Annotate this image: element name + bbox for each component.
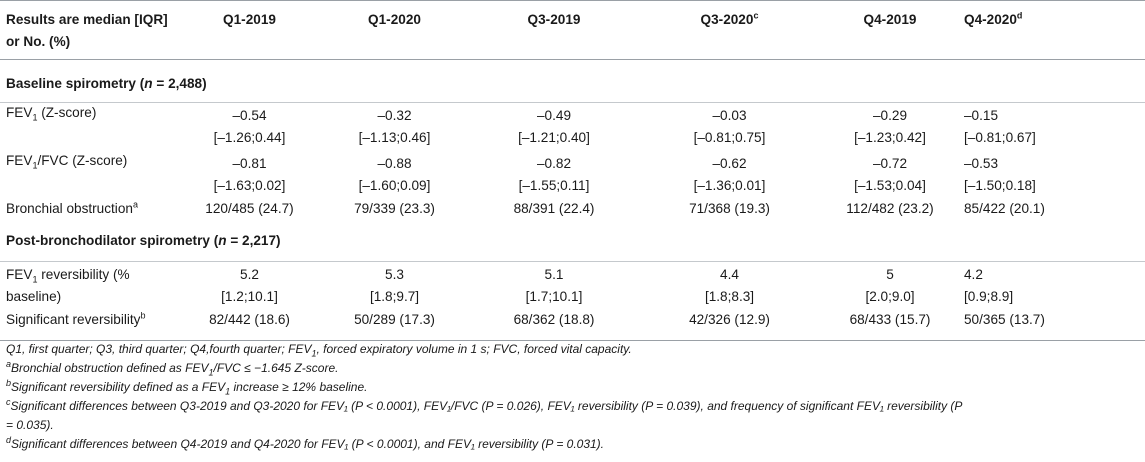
table-cell: 50/289 (17.3) <box>322 310 467 341</box>
table-cell: 112/482 (23.2) <box>846 201 934 216</box>
table-cell: –0.03 [–0.81;0.75] <box>641 102 818 151</box>
section-baseline: Baseline spirometry (n = 2,488) <box>0 60 1145 103</box>
table-cell: 4.2 [0.9;8.9] <box>962 261 1145 310</box>
table-cell: 4.4 [1.8;8.3] <box>641 261 818 310</box>
header-col-q3-2019: Q3-2019 <box>467 0 641 60</box>
table-cell: 50/365 (13.7) <box>962 310 1145 341</box>
section-post: Post-bronchodilator spirometry (n = 2,21… <box>0 229 1145 262</box>
row-label-obstruction: Bronchial obstructiona <box>6 199 138 216</box>
table-cell: 5.2 [1.2;10.1] <box>177 261 322 310</box>
table-cell: –0.32 [–1.13;0.46] <box>322 102 467 151</box>
table-cell: 68/362 (18.8) <box>467 310 641 341</box>
row-label-significant: Significant reversibilityb <box>0 310 177 341</box>
table-cell: –0.62 [–1.36;0.01] <box>693 156 766 193</box>
table-footnotes: Q1, first quarter; Q3, third quarter; Q4… <box>6 340 1141 454</box>
table-cell: 71/368 (19.3) <box>689 201 770 216</box>
footnote-d: dSignificant differences between Q4-2019… <box>6 435 605 452</box>
row-label-fev1-fvc: FEV1/FVC (Z-score) <box>6 153 128 171</box>
table-cell: –0.72 [–1.53;0.04] <box>854 156 926 193</box>
table-cell: 79/339 (23.3) <box>354 201 435 216</box>
footnote-a: aBronchial obstruction defined as FEV1/F… <box>6 359 339 378</box>
table-row-fev1-fvc: FEV1/FVC (Z-score) –0.81 [–1.63;0.02] –0.… <box>0 151 1145 199</box>
table-cell: –0.15 [–0.81;0.67] <box>962 102 1145 151</box>
table-cell: 85/422 (20.1) <box>964 201 1045 216</box>
row-label-fev1: FEV1 (Z-score) <box>0 102 177 151</box>
table-cell: 88/391 (22.4) <box>513 201 595 216</box>
table-cell: –0.82 [–1.55;0.11] <box>518 156 590 193</box>
header-sup-c: c <box>753 10 759 21</box>
table-cell: 42/326 (12.9) <box>641 310 818 341</box>
table-row-significant: Significant reversibilityb 82/442 (18.6)… <box>0 310 1145 341</box>
header-sup-d: d <box>1016 10 1023 21</box>
header-col-q1-2019: Q1-2019 <box>177 0 322 60</box>
table-cell: –0.54 [–1.26;0.44] <box>177 102 322 151</box>
table-row-reversibility: FEV1 reversibility (% baseline) 5.2 [1.2;1… <box>0 261 1145 310</box>
table-cell: –0.88 [–1.60;0.09] <box>358 156 431 193</box>
table-cell: 5.3 [1.8;9.7] <box>322 261 467 310</box>
row-label-reversibility: FEV1 reversibility (% baseline) <box>0 261 177 310</box>
table-cell: –0.29 [–1.23;0.42] <box>818 102 962 151</box>
header-col-q3-2020: Q3-2020c <box>641 0 818 60</box>
footnote-abbreviations: Q1, first quarter; Q3, third quarter; Q4… <box>6 342 632 359</box>
results-table: Results are median [IQR] or No. (%) Q1-2… <box>0 0 1145 341</box>
table-cell: –0.81 [–1.63;0.02] <box>213 156 286 193</box>
footnote-b: bSignificant reversibility defined as a … <box>6 378 368 397</box>
table-row-fev1: FEV1 (Z-score) –0.54 [–1.26;0.44] –0.32 [–… <box>0 102 1145 151</box>
table-cell: 5 [2.0;9.0] <box>818 261 962 310</box>
header-col-q1-2020: Q1-2020 <box>322 0 467 60</box>
table-cell: 120/485 (24.7) <box>205 201 294 216</box>
section-baseline-title: Baseline spirometry (n = 2,488) <box>6 76 207 91</box>
header-row: Results are median [IQR] or No. (%) Q1-2… <box>0 0 1145 60</box>
table-cell: –0.53 [–1.50;0.18] <box>964 156 1036 193</box>
table-cell: 68/433 (15.7) <box>818 310 962 341</box>
footnote-c: cSignificant differences between Q3-2019… <box>6 397 963 433</box>
header-col-q4-2020: Q4-2020d <box>962 0 1145 60</box>
section-post-title: Post-bronchodilator spirometry (n = 2,21… <box>6 233 281 248</box>
header-first: Results are median [IQR] or No. (%) <box>0 0 177 60</box>
header-col-q4-2019: Q4-2019 <box>818 0 962 60</box>
table-cell: 5.1 [1.7;10.1] <box>467 261 641 310</box>
table-row-obstruction: Bronchial obstructiona 120/485 (24.7) 79… <box>0 199 1145 229</box>
table-cell: –0.49 [–1.21;0.40] <box>467 102 641 151</box>
table-cell: 82/442 (18.6) <box>177 310 322 341</box>
